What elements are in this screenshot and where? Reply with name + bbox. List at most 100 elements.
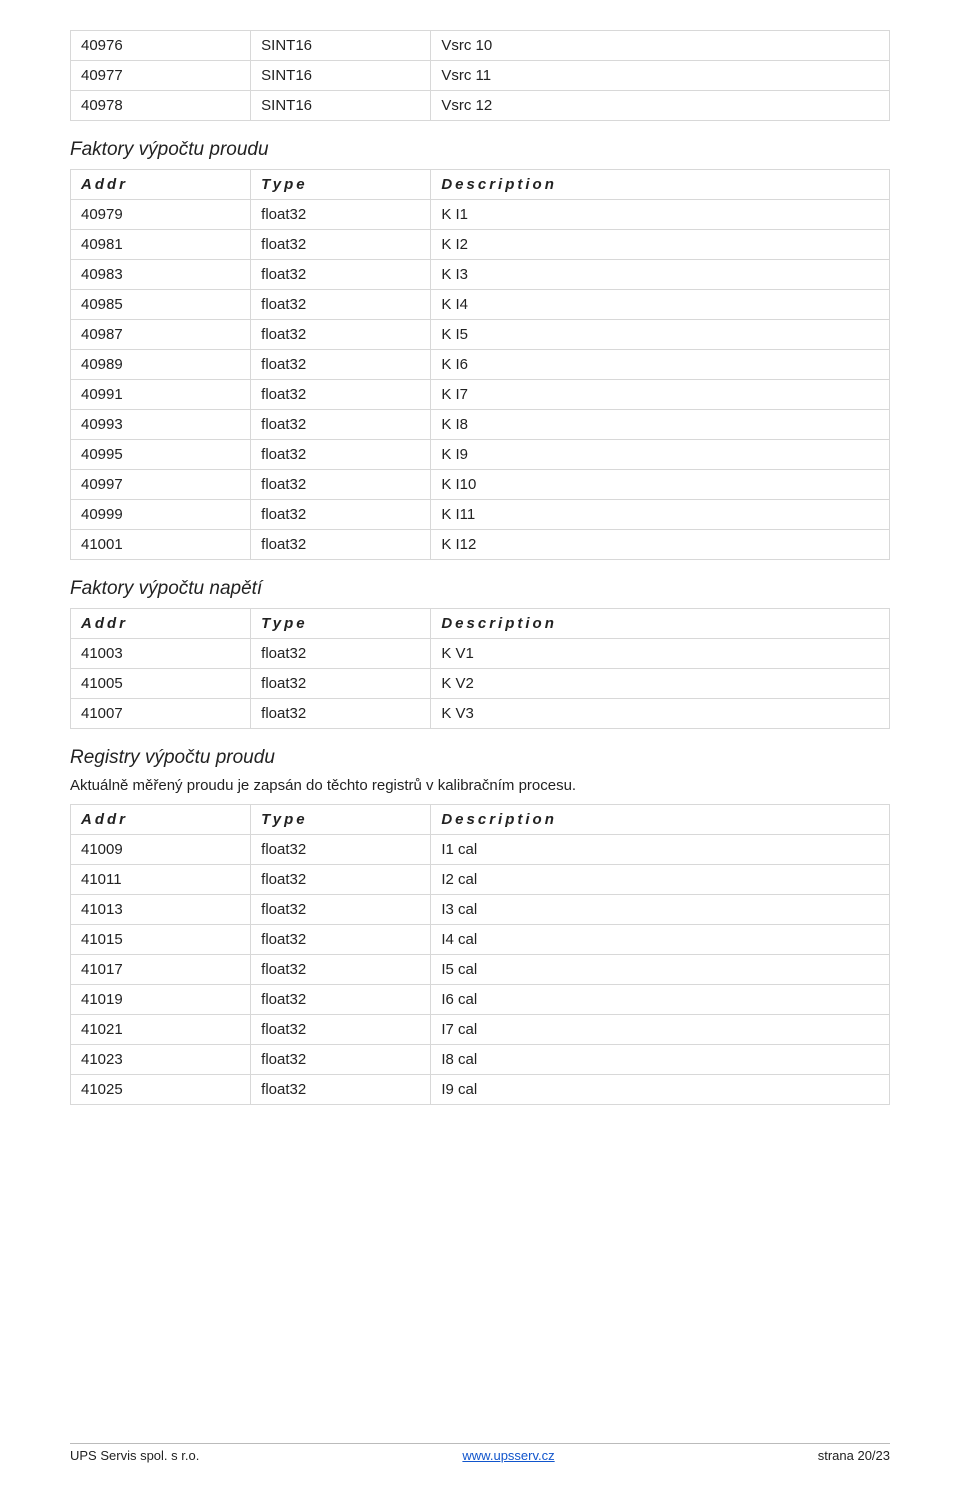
table-header-row: Addr Type Description — [71, 805, 890, 835]
cell-type: float32 — [251, 260, 431, 290]
cell-addr: 40997 — [71, 470, 251, 500]
section-title-faktory-proudu: Faktory výpočtu proudu — [70, 139, 890, 161]
cell-addr: 41025 — [71, 1075, 251, 1105]
table-row: 40979float32K I1 — [71, 200, 890, 230]
table-row: 41005float32K V2 — [71, 669, 890, 699]
cell-desc: I6 cal — [431, 985, 890, 1015]
cell-type: float32 — [251, 1015, 431, 1045]
cell-desc: I1 cal — [431, 835, 890, 865]
table-row: 41013float32I3 cal — [71, 895, 890, 925]
cell-type: float32 — [251, 865, 431, 895]
cell-addr: 41003 — [71, 639, 251, 669]
cell-type: float32 — [251, 230, 431, 260]
cell-addr: 41015 — [71, 925, 251, 955]
cell-desc: I8 cal — [431, 1045, 890, 1075]
col-addr-header: Addr — [81, 176, 128, 193]
table-row: 41017float32I5 cal — [71, 955, 890, 985]
cell-type: float32 — [251, 699, 431, 729]
table-row: 40987float32K I5 — [71, 320, 890, 350]
cell-type: float32 — [251, 530, 431, 560]
table-faktory-napeti: Addr Type Description 41003float32K V141… — [70, 608, 890, 729]
cell-desc: I4 cal — [431, 925, 890, 955]
table-row: 41003float32K V1 — [71, 639, 890, 669]
cell-type: float32 — [251, 470, 431, 500]
table-row: 41021float32I7 cal — [71, 1015, 890, 1045]
table-row: 41019float32I6 cal — [71, 985, 890, 1015]
cell-type: float32 — [251, 410, 431, 440]
cell-type: float32 — [251, 639, 431, 669]
cell-addr: 41001 — [71, 530, 251, 560]
table-row: 40977SINT16Vsrc 11 — [71, 61, 890, 91]
table-row: 40991float32K I7 — [71, 380, 890, 410]
cell-addr: 41005 — [71, 669, 251, 699]
cell-desc: Vsrc 12 — [431, 91, 890, 121]
table-row: 40993float32K I8 — [71, 410, 890, 440]
footer-link[interactable]: www.upsserv.cz — [462, 1448, 554, 1463]
table-vsrc: 40976SINT16Vsrc 1040977SINT16Vsrc 114097… — [70, 30, 890, 121]
cell-addr: 41021 — [71, 1015, 251, 1045]
cell-desc: K I9 — [431, 440, 890, 470]
cell-type: float32 — [251, 350, 431, 380]
cell-addr: 41023 — [71, 1045, 251, 1075]
cell-addr: 40989 — [71, 350, 251, 380]
table-row: 41025float32I9 cal — [71, 1075, 890, 1105]
col-addr-header: Addr — [81, 811, 128, 828]
cell-type: SINT16 — [251, 61, 431, 91]
cell-desc: K I2 — [431, 230, 890, 260]
cell-type: float32 — [251, 985, 431, 1015]
cell-type: SINT16 — [251, 91, 431, 121]
table-faktory-proudu: Addr Type Description 40979float32K I140… — [70, 169, 890, 560]
cell-desc: I5 cal — [431, 955, 890, 985]
cell-type: float32 — [251, 955, 431, 985]
table-row: 41023float32I8 cal — [71, 1045, 890, 1075]
table-row: 41015float32I4 cal — [71, 925, 890, 955]
col-type-header: Type — [261, 176, 307, 193]
table-row: 40989float32K I6 — [71, 350, 890, 380]
cell-addr: 40978 — [71, 91, 251, 121]
cell-type: float32 — [251, 835, 431, 865]
section-note-registry-proudu: Aktuálně měřený proudu je zapsán do těch… — [70, 777, 890, 794]
cell-desc: K V1 — [431, 639, 890, 669]
cell-type: float32 — [251, 440, 431, 470]
col-addr-header: Addr — [81, 615, 128, 632]
cell-desc: K V3 — [431, 699, 890, 729]
table-row: 40995float32K I9 — [71, 440, 890, 470]
cell-desc: K I10 — [431, 470, 890, 500]
cell-addr: 40985 — [71, 290, 251, 320]
table-row: 40983float32K I3 — [71, 260, 890, 290]
cell-addr: 40999 — [71, 500, 251, 530]
table-row: 40976SINT16Vsrc 10 — [71, 31, 890, 61]
col-desc-header: Description — [441, 176, 557, 193]
cell-type: float32 — [251, 290, 431, 320]
cell-desc: I2 cal — [431, 865, 890, 895]
cell-addr: 41009 — [71, 835, 251, 865]
cell-addr: 40981 — [71, 230, 251, 260]
table-row: 41001float32K I12 — [71, 530, 890, 560]
table-row: 40999float32K I11 — [71, 500, 890, 530]
section-title-faktory-napeti: Faktory výpočtu napětí — [70, 578, 890, 600]
cell-addr: 40977 — [71, 61, 251, 91]
cell-desc: K I8 — [431, 410, 890, 440]
col-type-header: Type — [261, 811, 307, 828]
cell-type: float32 — [251, 320, 431, 350]
table-row: 41007float32K V3 — [71, 699, 890, 729]
cell-addr: 40991 — [71, 380, 251, 410]
cell-addr: 41017 — [71, 955, 251, 985]
cell-desc: K I5 — [431, 320, 890, 350]
cell-addr: 40995 — [71, 440, 251, 470]
cell-desc: K I6 — [431, 350, 890, 380]
cell-desc: K V2 — [431, 669, 890, 699]
cell-addr: 40987 — [71, 320, 251, 350]
col-type-header: Type — [261, 615, 307, 632]
cell-desc: K I7 — [431, 380, 890, 410]
page: 40976SINT16Vsrc 1040977SINT16Vsrc 114097… — [0, 0, 960, 1503]
cell-addr: 40993 — [71, 410, 251, 440]
page-footer: UPS Servis spol. s r.o. www.upsserv.cz s… — [70, 1443, 890, 1463]
cell-type: float32 — [251, 669, 431, 699]
cell-desc: I9 cal — [431, 1075, 890, 1105]
cell-type: float32 — [251, 380, 431, 410]
cell-desc: I7 cal — [431, 1015, 890, 1045]
col-desc-header: Description — [441, 811, 557, 828]
cell-addr: 41007 — [71, 699, 251, 729]
table-row: 40997float32K I10 — [71, 470, 890, 500]
